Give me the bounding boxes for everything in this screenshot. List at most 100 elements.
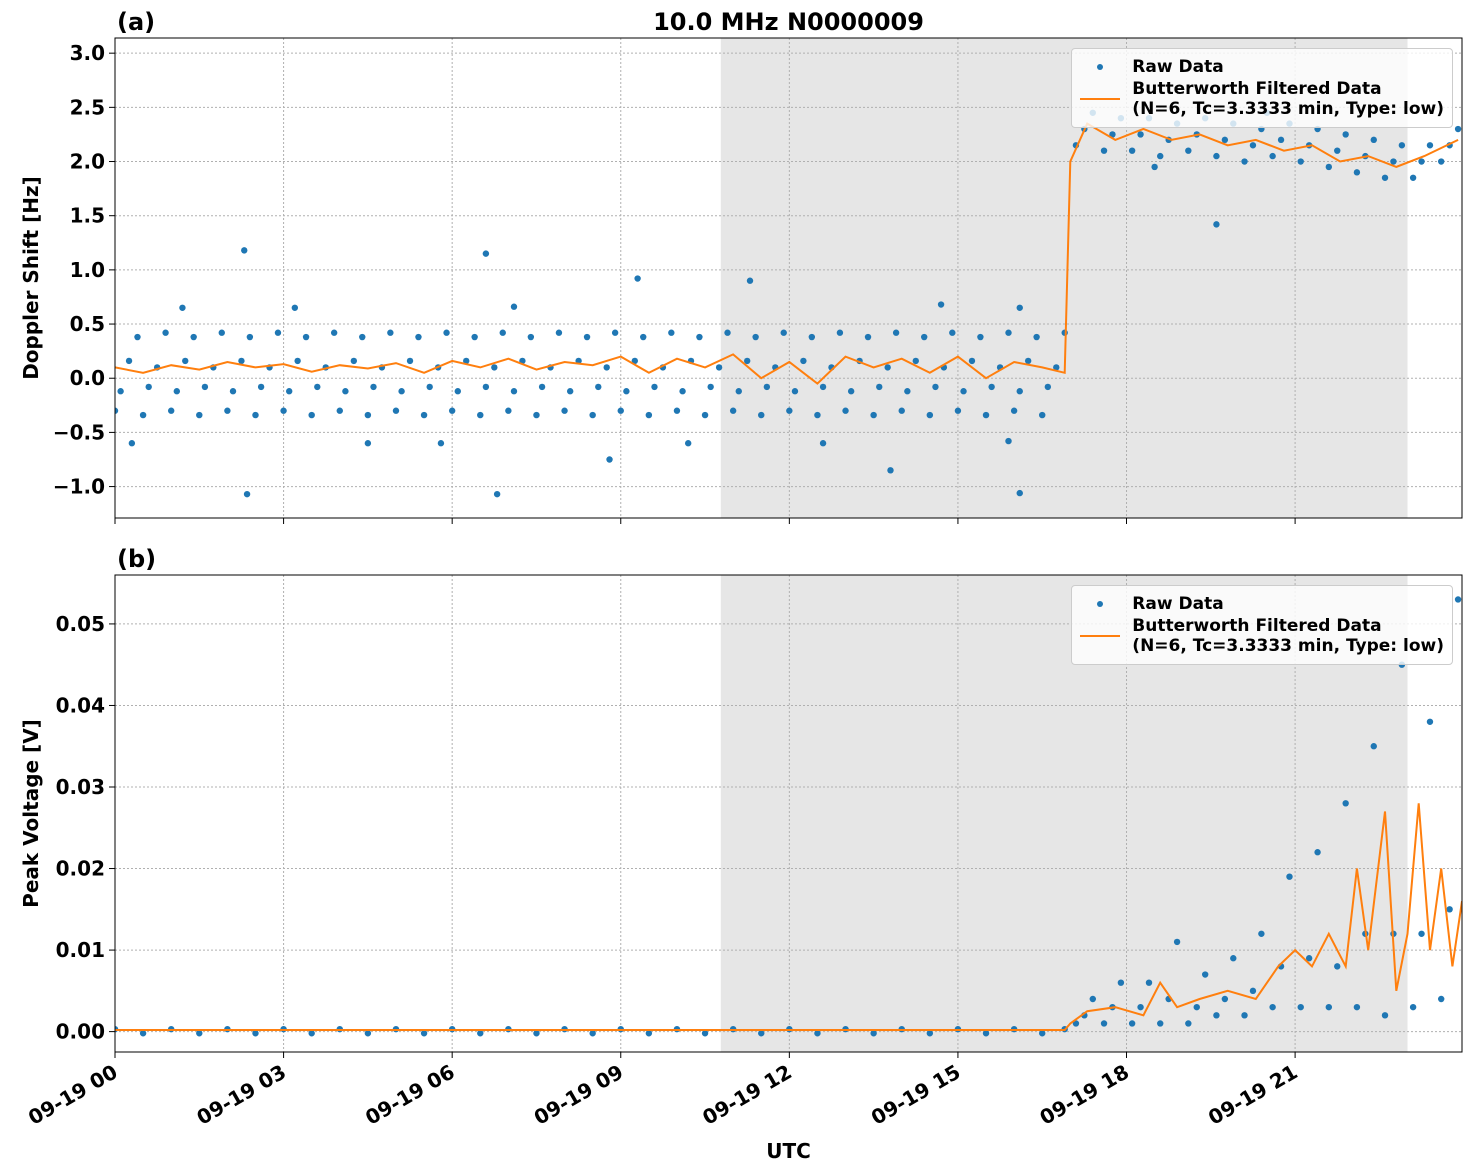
raw-point <box>876 383 883 391</box>
raw-point <box>1173 938 1181 946</box>
raw-point <box>241 247 248 254</box>
legend-swatch <box>1080 98 1121 100</box>
raw-point <box>800 357 807 365</box>
raw-point <box>364 1030 372 1037</box>
chart-title: 10.0 MHz N0000009 <box>653 8 924 36</box>
raw-point <box>125 357 133 365</box>
raw-point <box>1016 489 1023 497</box>
legend-label: Raw Data <box>1132 594 1224 614</box>
raw-point <box>1016 304 1023 311</box>
raw-point <box>631 357 639 365</box>
raw-point <box>336 407 343 414</box>
y-tick-label: 0.05 <box>56 612 105 636</box>
y-tick-label: −0.5 <box>53 420 105 444</box>
raw-point <box>1016 388 1023 395</box>
raw-point <box>1426 718 1434 725</box>
raw-point <box>1221 995 1229 1003</box>
raw-point <box>538 383 546 391</box>
y-tick-label: 2.5 <box>70 95 105 119</box>
raw-point <box>115 407 119 414</box>
raw-point <box>673 407 681 414</box>
raw-point <box>286 388 293 395</box>
x-tick-label: 09-19 15 <box>867 1060 965 1130</box>
raw-point <box>606 456 613 463</box>
raw-point <box>1418 158 1425 165</box>
panel-label: (b) <box>117 545 156 573</box>
raw-point <box>1230 955 1237 962</box>
legend-swatch <box>1080 635 1121 637</box>
raw-point <box>887 467 894 474</box>
legend-key <box>1080 594 1120 614</box>
raw-point <box>814 1030 821 1037</box>
raw-point <box>1381 174 1389 181</box>
x-tick-label: 09-19 09 <box>530 1060 628 1130</box>
raw-point <box>1314 849 1321 856</box>
raw-point <box>634 275 641 282</box>
legend-label: Butterworth Filtered Data (N=6, Tc=3.333… <box>1132 79 1444 119</box>
raw-point <box>1185 1020 1192 1027</box>
filtered-line <box>115 122 1459 385</box>
raw-point <box>982 411 990 419</box>
raw-point <box>314 383 321 391</box>
raw-point <box>1100 1020 1108 1027</box>
raw-point <box>179 304 186 311</box>
raw-point <box>758 411 765 419</box>
raw-point <box>623 388 630 395</box>
raw-point <box>406 357 414 365</box>
raw-point <box>1353 1003 1361 1011</box>
raw-point <box>1297 158 1304 165</box>
raw-point <box>252 1030 259 1037</box>
raw-point <box>387 329 394 336</box>
raw-point <box>814 411 821 419</box>
raw-point <box>603 364 610 371</box>
raw-point <box>735 388 742 395</box>
raw-point <box>1277 136 1285 144</box>
raw-point <box>589 1030 596 1037</box>
raw-point <box>1005 437 1012 445</box>
raw-point <box>583 333 591 341</box>
raw-point <box>308 411 315 419</box>
raw-point <box>274 329 282 336</box>
raw-point <box>1010 407 1018 414</box>
legend-label: Butterworth Filtered Data (N=6, Tc=3.333… <box>1132 616 1444 656</box>
raw-point <box>477 411 484 419</box>
raw-point <box>491 364 498 371</box>
raw-point <box>1128 147 1136 154</box>
raw-point <box>566 388 574 395</box>
raw-point <box>819 383 827 391</box>
y-tick-label: 1.0 <box>70 258 105 282</box>
raw-point <box>1117 979 1125 986</box>
raw-point <box>1258 930 1265 937</box>
raw-point <box>949 329 956 336</box>
raw-point <box>937 301 945 308</box>
raw-point <box>1089 995 1096 1003</box>
y-tick-label: 0.04 <box>56 693 105 717</box>
raw-point <box>1213 221 1220 228</box>
raw-point <box>1381 1012 1389 1019</box>
raw-point <box>1072 1020 1080 1027</box>
raw-point <box>763 383 771 391</box>
raw-point <box>505 407 512 414</box>
raw-point <box>1005 329 1012 336</box>
y-tick-label: 1.5 <box>70 204 105 228</box>
raw-point <box>190 333 197 341</box>
raw-point <box>229 388 237 395</box>
raw-point <box>1193 1003 1200 1011</box>
raw-point <box>1213 152 1220 160</box>
raw-point <box>701 411 709 419</box>
panel-label: (a) <box>117 8 155 36</box>
raw-point <box>117 388 124 395</box>
raw-point <box>1454 596 1462 603</box>
raw-point <box>167 407 175 414</box>
raw-point <box>724 329 731 336</box>
raw-point <box>1342 131 1349 138</box>
raw-point <box>746 277 754 284</box>
raw-point <box>224 407 231 414</box>
raw-point <box>954 407 962 414</box>
plot-area <box>115 109 1462 498</box>
raw-point <box>370 383 377 391</box>
axes-frame <box>114 37 1463 519</box>
legend-label: Raw Data <box>1132 57 1224 77</box>
raw-point <box>679 388 686 395</box>
raw-point <box>1426 142 1434 149</box>
